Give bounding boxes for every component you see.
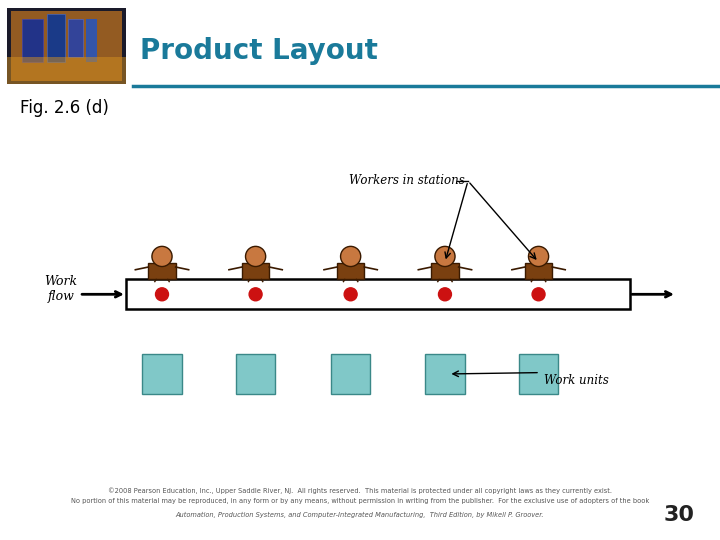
Text: 30: 30 <box>664 504 695 525</box>
Bar <box>7 57 126 84</box>
Bar <box>236 354 275 394</box>
Bar <box>86 19 97 62</box>
Bar <box>11 11 122 81</box>
Text: Workers in stations: Workers in stations <box>349 174 464 187</box>
Bar <box>242 263 269 280</box>
Ellipse shape <box>341 246 361 267</box>
Text: ©2008 Pearson Education, Inc., Upper Saddle River, NJ.  All rights reserved.  Th: ©2008 Pearson Education, Inc., Upper Sad… <box>108 487 612 494</box>
Bar <box>518 354 559 394</box>
Text: Work
flow: Work flow <box>45 275 78 303</box>
Bar <box>425 354 465 394</box>
Ellipse shape <box>435 246 455 267</box>
Bar <box>525 263 552 280</box>
Text: Automation, Production Systems, and Computer-Integrated Manufacturing,  Third Ed: Automation, Production Systems, and Comp… <box>176 511 544 518</box>
Text: Product Layout: Product Layout <box>140 37 378 65</box>
Bar <box>47 14 65 62</box>
Ellipse shape <box>344 288 357 301</box>
Text: Fig. 2.6 (d): Fig. 2.6 (d) <box>20 99 109 117</box>
Text: No portion of this material may be reproduced, in any form or by any means, with: No portion of this material may be repro… <box>71 497 649 504</box>
Bar <box>337 263 364 280</box>
Ellipse shape <box>528 246 549 267</box>
Ellipse shape <box>152 246 172 267</box>
Bar <box>7 8 126 84</box>
Bar <box>68 19 83 57</box>
Bar <box>22 19 43 62</box>
Ellipse shape <box>438 288 451 301</box>
Bar <box>330 354 370 394</box>
Bar <box>143 354 181 394</box>
Bar <box>431 263 459 280</box>
Ellipse shape <box>249 288 262 301</box>
Ellipse shape <box>246 246 266 267</box>
Ellipse shape <box>532 288 545 301</box>
Bar <box>148 263 176 280</box>
Ellipse shape <box>156 288 168 301</box>
Text: Work units: Work units <box>544 374 608 387</box>
Bar <box>126 280 630 309</box>
